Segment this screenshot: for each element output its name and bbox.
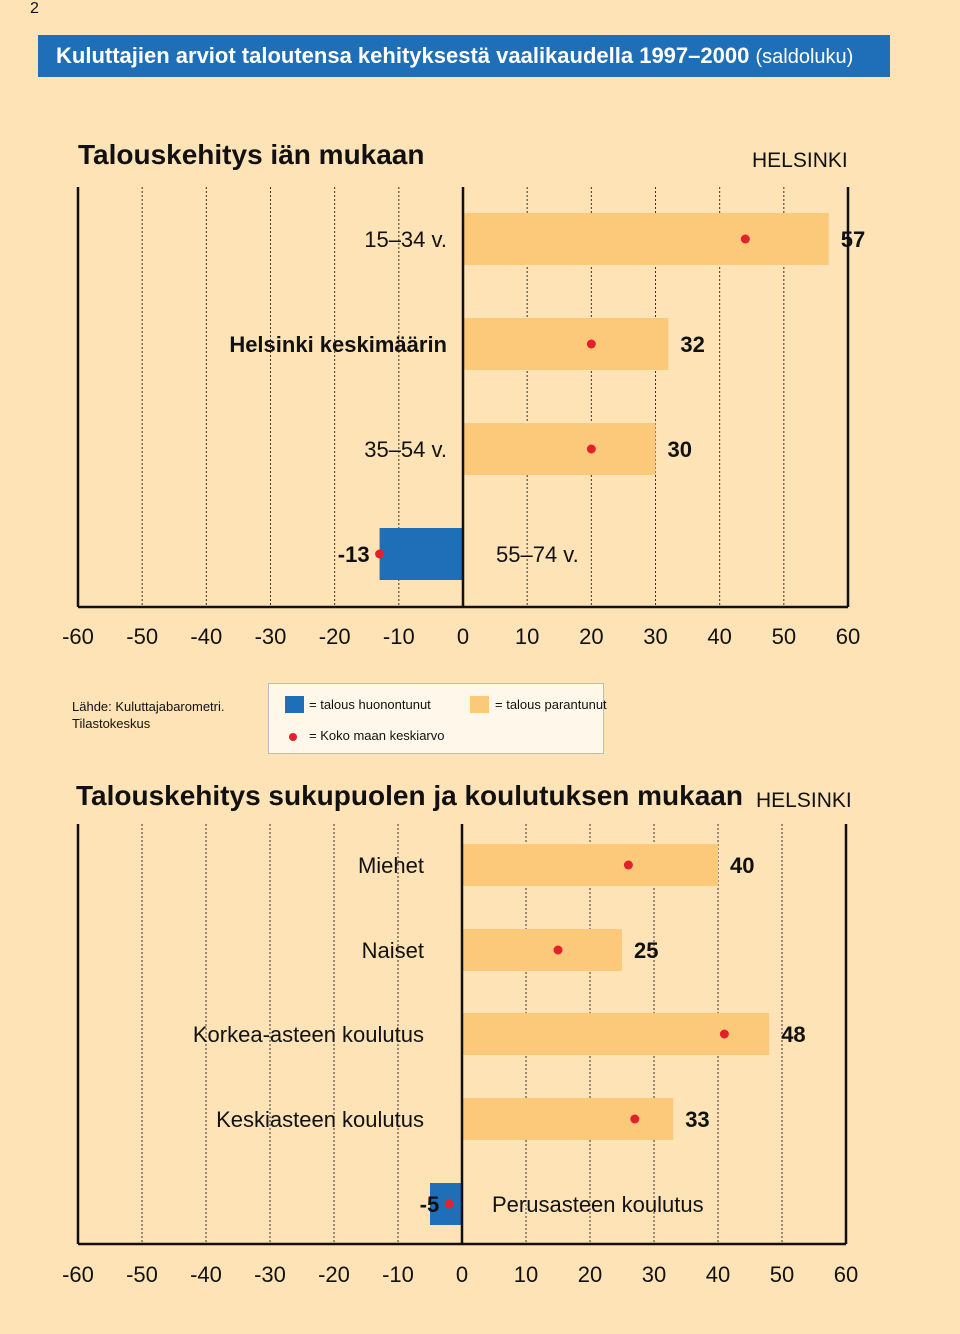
legend-negative-swatch xyxy=(285,696,304,713)
value-label: 48 xyxy=(781,1022,805,1047)
category-label: 35–54 v. xyxy=(364,437,447,462)
average-marker xyxy=(623,860,633,870)
tick-label: -20 xyxy=(319,624,351,649)
tick-label: -50 xyxy=(126,624,158,649)
category-label: Miehet xyxy=(358,853,424,878)
banner: Kuluttajien arviot taloutensa kehitykses… xyxy=(38,35,890,77)
tick-label: 60 xyxy=(836,624,860,649)
legend-negative-label: = talous huonontunut xyxy=(309,697,431,712)
bar xyxy=(463,318,669,370)
tick-label: 10 xyxy=(515,624,539,649)
average-marker xyxy=(553,945,563,955)
tick-label: 40 xyxy=(707,624,731,649)
tick-label: 20 xyxy=(578,1262,602,1287)
average-marker xyxy=(630,1114,640,1124)
tick-label: 30 xyxy=(643,624,667,649)
source-line1: Lähde: Kuluttajabarometri. xyxy=(72,699,225,714)
category-label: 55–74 v. xyxy=(496,542,579,567)
value-label: 30 xyxy=(668,437,692,462)
category-label: Keskiasteen koulutus xyxy=(216,1107,424,1132)
bar xyxy=(462,844,718,886)
page-number: 2 xyxy=(30,0,39,17)
tick-label: 30 xyxy=(642,1262,666,1287)
tick-label: -40 xyxy=(190,624,222,649)
bar xyxy=(462,929,622,971)
value-label: -13 xyxy=(338,542,370,567)
tick-label: 20 xyxy=(579,624,603,649)
tick-label: -50 xyxy=(126,1262,158,1287)
tick-label: 40 xyxy=(706,1262,730,1287)
average-marker xyxy=(719,1029,729,1039)
value-label: 57 xyxy=(841,227,865,252)
value-label: -5 xyxy=(420,1192,440,1217)
source-line2: Tilastokeskus xyxy=(72,716,151,731)
legend-positive-label: = talous parantunut xyxy=(495,697,607,712)
tick-label: -10 xyxy=(383,624,415,649)
tick-label: 10 xyxy=(514,1262,538,1287)
tick-label: -30 xyxy=(254,1262,286,1287)
tick-label: 60 xyxy=(834,1262,858,1287)
bar xyxy=(463,423,656,475)
category-label: Korkea-asteen koulutus xyxy=(193,1022,424,1047)
tick-label: -20 xyxy=(318,1262,350,1287)
tick-label: 0 xyxy=(456,1262,468,1287)
chart2-title: Talouskehitys sukupuolen ja koulutuksen … xyxy=(76,780,743,811)
tick-label: 50 xyxy=(770,1262,794,1287)
legend-marker-label: = Koko maan keskiarvo xyxy=(309,728,445,743)
average-marker xyxy=(444,1199,454,1209)
bar xyxy=(462,1013,770,1055)
tick-label: -60 xyxy=(62,1262,94,1287)
bar xyxy=(462,1098,674,1140)
value-label: 33 xyxy=(685,1107,709,1132)
tick-label: -10 xyxy=(382,1262,414,1287)
category-label: 15–34 v. xyxy=(364,227,447,252)
tick-label: -60 xyxy=(62,624,94,649)
average-marker xyxy=(586,339,596,349)
category-label: Perusasteen koulutus xyxy=(492,1192,704,1217)
chart2-region: HELSINKI xyxy=(756,789,852,812)
average-marker xyxy=(586,444,596,454)
bar xyxy=(463,213,829,265)
tick-label: 0 xyxy=(457,624,469,649)
value-label: 25 xyxy=(634,938,658,963)
legend-positive-swatch xyxy=(470,696,489,713)
chart1-region: HELSINKI xyxy=(752,149,848,172)
banner-unit: (saldoluku) xyxy=(755,46,854,68)
bar xyxy=(379,528,463,580)
tick-label: 50 xyxy=(772,624,796,649)
tick-label: -40 xyxy=(190,1262,222,1287)
chart1-plot: 57 15–34 v. 32 Helsinki keskimäärin 30 35–54 … xyxy=(62,187,865,649)
tick-label: -30 xyxy=(255,624,287,649)
average-marker xyxy=(740,234,750,244)
banner-title: Kuluttajien arviot taloutensa kehitykses… xyxy=(56,43,750,68)
source-note: Lähde: Kuluttajabarometri. Tilastokeskus xyxy=(72,698,224,732)
category-label: Helsinki keskimäärin xyxy=(229,332,447,357)
category-label: Naiset xyxy=(362,938,424,963)
legend-marker-dot xyxy=(289,733,297,741)
legend: = talous huonontunut = talous parantunut… xyxy=(268,683,607,754)
value-label: 40 xyxy=(730,853,754,878)
value-label: 32 xyxy=(680,332,704,357)
average-marker xyxy=(375,549,385,559)
chart1-title: Talouskehitys iän mukaan xyxy=(78,139,425,170)
